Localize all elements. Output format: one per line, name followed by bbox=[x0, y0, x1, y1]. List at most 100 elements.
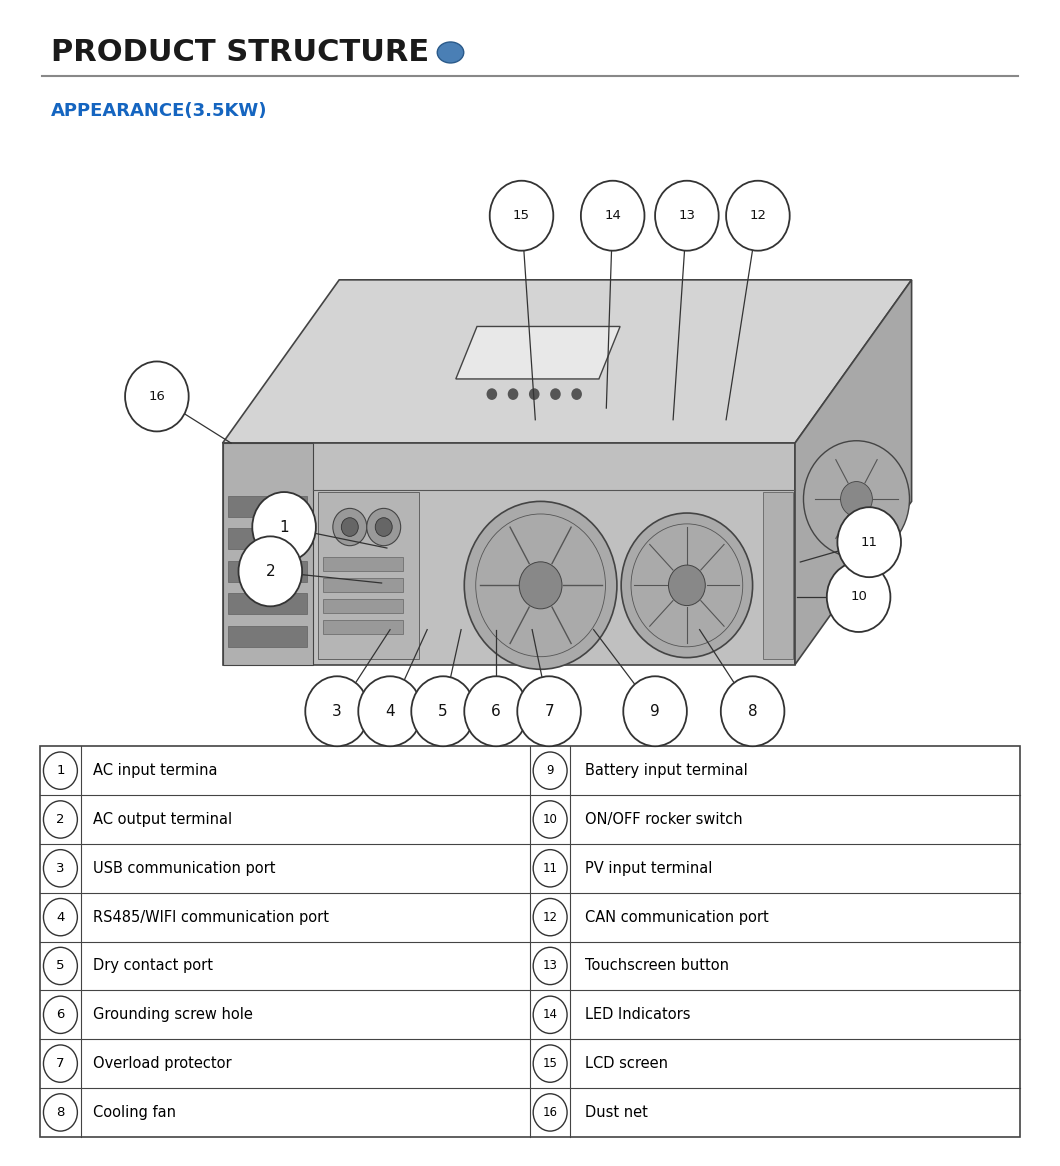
Text: 15: 15 bbox=[543, 1058, 558, 1070]
Text: 11: 11 bbox=[861, 535, 878, 549]
Text: 14: 14 bbox=[604, 209, 621, 223]
Text: LED Indicators: LED Indicators bbox=[585, 1007, 691, 1023]
Circle shape bbox=[487, 388, 497, 400]
Text: Battery input terminal: Battery input terminal bbox=[585, 764, 748, 778]
Text: 10: 10 bbox=[543, 813, 558, 826]
Text: 5: 5 bbox=[438, 704, 448, 718]
Text: 16: 16 bbox=[543, 1105, 558, 1119]
Text: 7: 7 bbox=[544, 704, 554, 718]
Text: 10: 10 bbox=[850, 590, 867, 604]
Text: 3: 3 bbox=[56, 862, 65, 874]
Circle shape bbox=[464, 676, 528, 746]
Circle shape bbox=[623, 676, 687, 746]
Circle shape bbox=[803, 441, 909, 557]
Circle shape bbox=[238, 536, 302, 606]
Circle shape bbox=[43, 996, 77, 1033]
Circle shape bbox=[411, 676, 475, 746]
Text: Dust net: Dust net bbox=[585, 1105, 648, 1119]
Polygon shape bbox=[40, 746, 1020, 1137]
Text: 12: 12 bbox=[543, 911, 558, 923]
Text: APPEARANCE(3.5KW): APPEARANCE(3.5KW) bbox=[51, 101, 267, 120]
Circle shape bbox=[252, 492, 316, 562]
Circle shape bbox=[533, 1094, 567, 1131]
Text: Cooling fan: Cooling fan bbox=[93, 1105, 176, 1119]
Circle shape bbox=[375, 518, 392, 536]
Text: 9: 9 bbox=[650, 704, 660, 718]
Circle shape bbox=[533, 850, 567, 887]
Text: Grounding screw hole: Grounding screw hole bbox=[93, 1007, 253, 1023]
Text: 2: 2 bbox=[265, 564, 276, 578]
Circle shape bbox=[726, 181, 790, 251]
Text: 6: 6 bbox=[491, 704, 501, 718]
Text: 1: 1 bbox=[279, 520, 289, 534]
Ellipse shape bbox=[437, 42, 464, 63]
Circle shape bbox=[305, 676, 369, 746]
Polygon shape bbox=[223, 443, 795, 665]
Text: Overload protector: Overload protector bbox=[93, 1056, 232, 1072]
Text: 2: 2 bbox=[56, 813, 65, 826]
Circle shape bbox=[529, 388, 540, 400]
Polygon shape bbox=[323, 620, 403, 634]
Text: 9: 9 bbox=[546, 764, 554, 778]
Text: 15: 15 bbox=[513, 209, 530, 223]
Text: 12: 12 bbox=[749, 209, 766, 223]
Circle shape bbox=[827, 562, 890, 632]
Circle shape bbox=[333, 508, 367, 546]
Circle shape bbox=[721, 676, 784, 746]
Circle shape bbox=[508, 388, 518, 400]
Circle shape bbox=[841, 482, 872, 517]
Circle shape bbox=[358, 676, 422, 746]
Polygon shape bbox=[228, 561, 307, 582]
Circle shape bbox=[43, 850, 77, 887]
Text: AC output terminal: AC output terminal bbox=[93, 812, 232, 827]
Polygon shape bbox=[228, 593, 307, 614]
Polygon shape bbox=[228, 626, 307, 647]
Polygon shape bbox=[323, 557, 403, 571]
Circle shape bbox=[43, 899, 77, 936]
Text: 5: 5 bbox=[56, 960, 65, 972]
Circle shape bbox=[490, 181, 553, 251]
Circle shape bbox=[837, 507, 901, 577]
Circle shape bbox=[43, 1045, 77, 1082]
Circle shape bbox=[43, 1094, 77, 1131]
Text: 14: 14 bbox=[543, 1009, 558, 1021]
Polygon shape bbox=[223, 443, 313, 665]
Polygon shape bbox=[228, 528, 307, 549]
Circle shape bbox=[533, 996, 567, 1033]
Text: RS485/WIFI communication port: RS485/WIFI communication port bbox=[93, 909, 330, 925]
Circle shape bbox=[533, 1045, 567, 1082]
Text: 13: 13 bbox=[543, 960, 558, 972]
Text: 8: 8 bbox=[56, 1105, 65, 1119]
Circle shape bbox=[550, 388, 561, 400]
Circle shape bbox=[367, 508, 401, 546]
Circle shape bbox=[43, 801, 77, 838]
Text: 16: 16 bbox=[148, 389, 165, 403]
Circle shape bbox=[533, 947, 567, 984]
Polygon shape bbox=[323, 578, 403, 592]
Text: 8: 8 bbox=[747, 704, 758, 718]
Text: 4: 4 bbox=[385, 704, 395, 718]
Circle shape bbox=[655, 181, 719, 251]
Text: PV input terminal: PV input terminal bbox=[585, 861, 712, 876]
Circle shape bbox=[125, 361, 189, 431]
Text: Touchscreen button: Touchscreen button bbox=[585, 958, 729, 974]
Text: Dry contact port: Dry contact port bbox=[93, 958, 213, 974]
Circle shape bbox=[669, 566, 705, 605]
Text: 3: 3 bbox=[332, 704, 342, 718]
Polygon shape bbox=[223, 280, 912, 443]
Polygon shape bbox=[795, 280, 912, 665]
Circle shape bbox=[43, 752, 77, 789]
Polygon shape bbox=[318, 492, 419, 659]
Polygon shape bbox=[323, 599, 403, 613]
Circle shape bbox=[533, 801, 567, 838]
Circle shape bbox=[571, 388, 582, 400]
Text: 11: 11 bbox=[543, 862, 558, 874]
Text: 1: 1 bbox=[56, 764, 65, 778]
Text: ON/OFF rocker switch: ON/OFF rocker switch bbox=[585, 812, 743, 827]
Circle shape bbox=[533, 899, 567, 936]
Text: AC input termina: AC input termina bbox=[93, 764, 217, 778]
Circle shape bbox=[43, 947, 77, 984]
Circle shape bbox=[519, 562, 562, 609]
Text: LCD screen: LCD screen bbox=[585, 1056, 668, 1072]
Text: 6: 6 bbox=[56, 1009, 65, 1021]
